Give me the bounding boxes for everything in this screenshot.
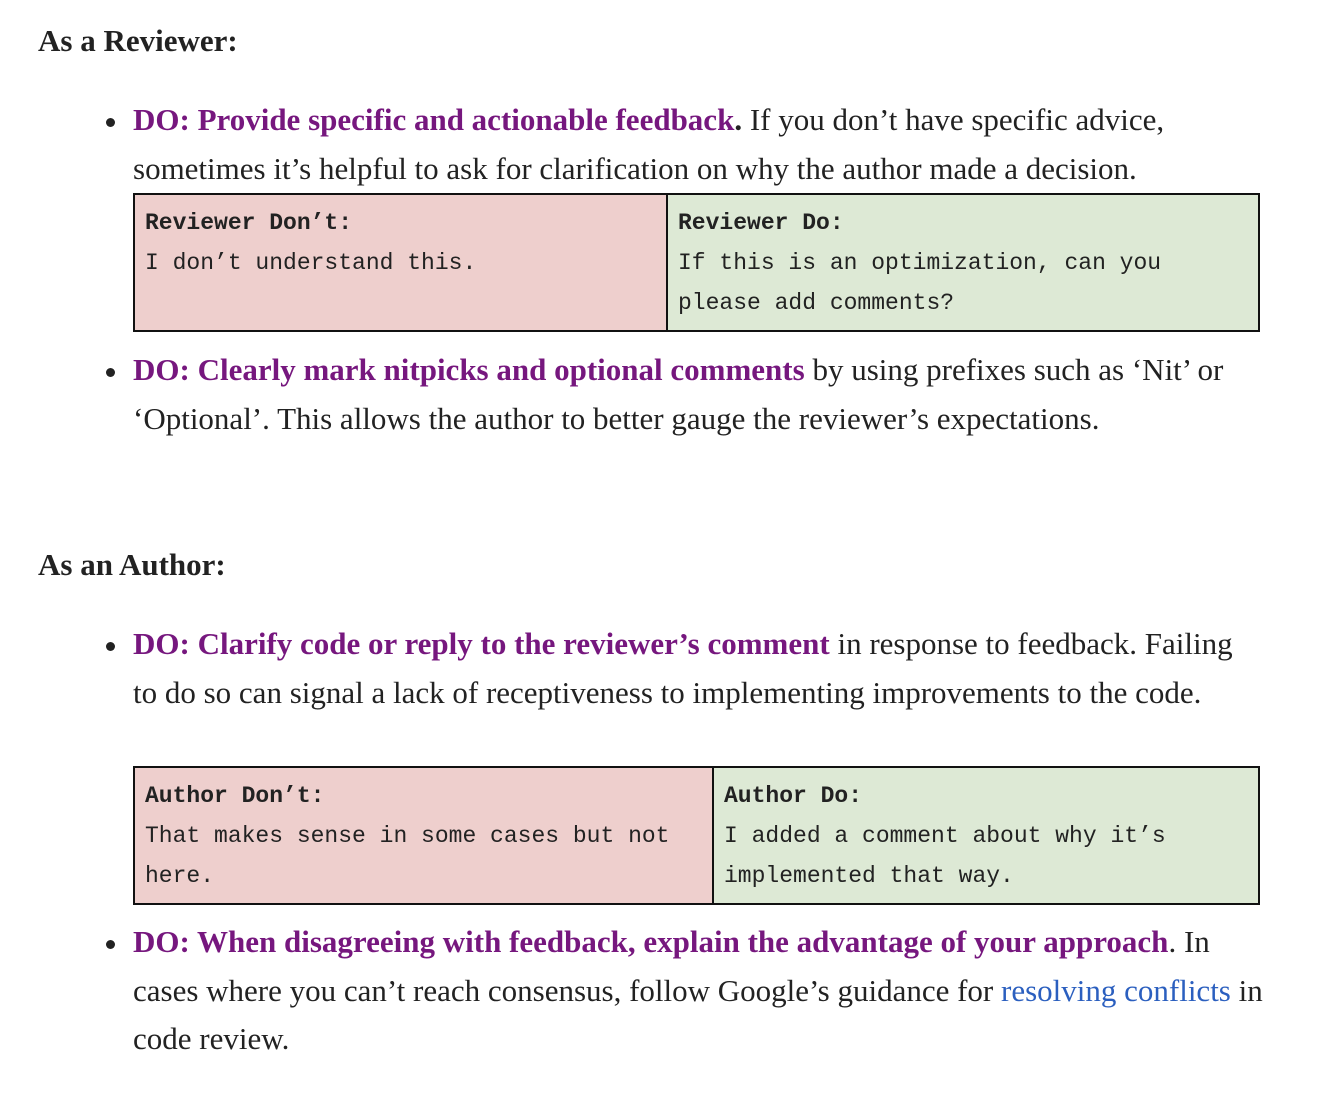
author-item-clarify-code: DO: Clarify code or reply to the reviewe… [0,620,1263,717]
reviewer-do-text: If this is an optimization, can you plea… [678,250,1162,316]
author-example-table: Author Don’t: That makes sense in some c… [133,766,1260,905]
author-item-explain-advantage: DO: When disagreeing with feedback, expl… [0,918,1263,1064]
author-dont-label: Author Don’t: [145,783,325,809]
reviewer-dont-cell: Reviewer Don’t: I don’t understand this. [133,193,668,332]
item-lead: DO: Provide specific and actionable feed… [133,102,735,137]
reviewer-item-mark-nitpicks: DO: Clearly mark nitpicks and optional c… [0,346,1263,443]
reviewer-example-table: Reviewer Don’t: I don’t understand this.… [133,193,1260,332]
resolving-conflicts-link[interactable]: resolving conflicts [1001,972,1231,1008]
author-do-label: Author Do: [724,783,863,809]
item-text: . In cases where you can’t reach consens… [133,924,1210,1008]
author-list: DO: Clarify code or reply to the reviewe… [0,620,1322,717]
reviewer-do-cell: Reviewer Do: If this is an optimization,… [666,193,1260,332]
reviewer-item-specific-feedback: DO: Provide specific and actionable feed… [0,96,1263,193]
author-heading: As an Author: [38,547,226,582]
author-do-cell: Author Do: I added a comment about why i… [712,766,1260,905]
reviewer-heading: As a Reviewer: [38,23,238,58]
reviewer-dont-text: I don’t understand this. [145,250,477,276]
item-lead: DO: Clearly mark nitpicks and optional c… [133,352,805,387]
reviewer-list-continued: DO: Clearly mark nitpicks and optional c… [0,346,1322,443]
author-dont-text: That makes sense in some cases but not h… [145,823,670,889]
item-text-tail: in code review. [133,972,1263,1057]
item-lead: DO: When disagreeing with feedback, expl… [133,924,1169,959]
reviewer-do-label: Reviewer Do: [678,210,844,236]
item-text: in response to feedback. Failing to do s… [133,626,1233,710]
reviewer-dont-label: Reviewer Don’t: [145,210,353,236]
author-list-continued: DO: When disagreeing with feedback, expl… [0,918,1322,1064]
reviewer-list: DO: Provide specific and actionable feed… [0,96,1322,193]
item-lead-period: . [734,102,743,137]
reviewer-example-wrapper: Reviewer Don’t: I don’t understand this.… [0,193,1322,332]
item-lead: DO: Clarify code or reply to the reviewe… [133,626,830,661]
item-text: by using prefixes such as ‘Nit’ or ‘Opti… [133,352,1224,436]
item-text: If you don’t have specific advice, somet… [133,102,1165,186]
author-dont-cell: Author Don’t: That makes sense in some c… [133,766,714,905]
author-do-text: I added a comment about why it’s impleme… [724,823,1166,889]
author-example-wrapper: Author Don’t: That makes sense in some c… [0,766,1322,905]
